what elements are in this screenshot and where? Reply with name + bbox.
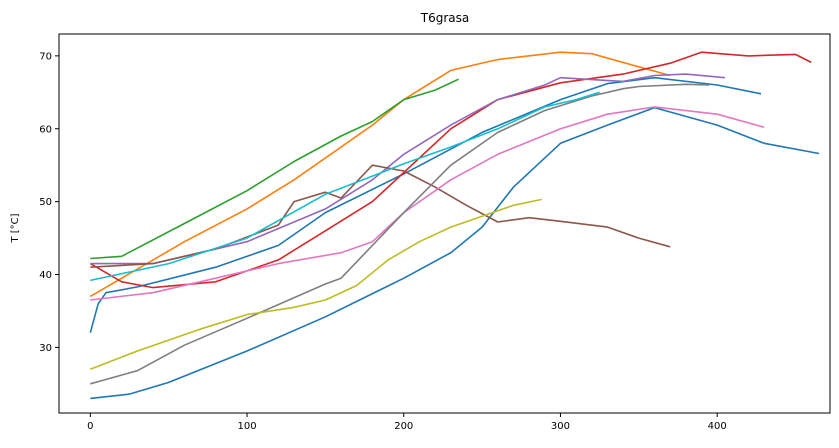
series-line-11 bbox=[90, 91, 600, 282]
series-line-2 bbox=[89, 76, 762, 334]
series-line-4 bbox=[90, 78, 459, 260]
series-line-6 bbox=[90, 73, 726, 265]
y-axis-label: T [°C] bbox=[10, 213, 21, 243]
x-tick-label: 0 bbox=[87, 421, 93, 432]
x-tick-label: 200 bbox=[394, 421, 413, 432]
y-tick-label: 50 bbox=[39, 197, 52, 208]
series-line-9 bbox=[90, 83, 710, 385]
series-line-3 bbox=[89, 51, 671, 298]
series-layer bbox=[89, 51, 820, 400]
y-tick-label: 60 bbox=[39, 124, 52, 135]
series-line-10 bbox=[90, 198, 542, 371]
chart-title: T6grasa bbox=[420, 11, 469, 25]
plot-frame bbox=[58, 33, 831, 414]
series-line-8 bbox=[90, 106, 765, 301]
x-tick-label: 300 bbox=[551, 421, 570, 432]
axes-layer: 0 100 200 300 400 30 40 50 60 70 bbox=[39, 51, 726, 432]
x-tick-label: 400 bbox=[708, 421, 727, 432]
y-tick-label: 40 bbox=[39, 270, 52, 281]
y-tick-label: 70 bbox=[39, 51, 52, 62]
y-tick-label: 30 bbox=[39, 343, 52, 354]
series-line-7 bbox=[90, 164, 671, 268]
x-tick-label: 100 bbox=[238, 421, 257, 432]
series-line-1 bbox=[90, 106, 820, 400]
